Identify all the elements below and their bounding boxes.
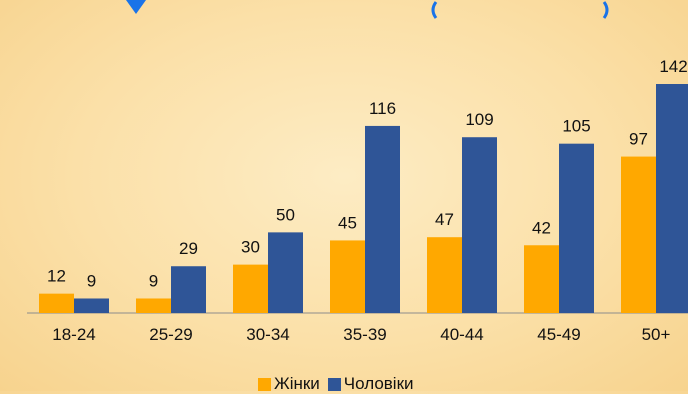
value-label-women-35-39: 45: [338, 213, 357, 232]
category-label-18-24: 18-24: [52, 325, 95, 344]
value-label-women-18-24: 12: [47, 267, 66, 286]
category-label-45-49: 45-49: [537, 325, 580, 344]
category-label-40-44: 40-44: [440, 325, 483, 344]
legend-label-men: Чоловіки: [343, 374, 414, 393]
value-label-women-40-44: 47: [435, 210, 454, 229]
value-label-women-50+: 97: [629, 130, 648, 149]
bar-men-35-39: [365, 125, 400, 313]
title-fragment-3: [602, 1, 609, 19]
value-label-women-45-49: 42: [532, 218, 551, 237]
value-label-men-25-29: 29: [179, 239, 198, 258]
value-label-men-30-34: 50: [276, 205, 295, 224]
bar-women-45-49: [524, 245, 559, 313]
legend-label-women: Жінки: [274, 374, 320, 393]
value-label-women-30-34: 30: [241, 238, 260, 257]
bar-women-30-34: [233, 264, 268, 313]
category-label-50+: 50+: [642, 325, 671, 344]
category-label-25-29: 25-29: [149, 325, 192, 344]
value-label-men-40-44: 109: [465, 110, 493, 129]
bar-men-50+: [656, 84, 688, 313]
bar-men-18-24: [74, 298, 109, 313]
value-label-men-18-24: 9: [87, 271, 96, 290]
value-label-women-25-29: 9: [149, 271, 158, 290]
bar-women-40-44: [427, 237, 462, 313]
legend-item-men: Чоловіки: [327, 374, 414, 394]
value-label-men-35-39: 116: [369, 99, 396, 118]
bar-men-30-34: [268, 232, 303, 313]
legend-item-women: Жінки: [258, 374, 320, 394]
bar-women-25-29: [136, 298, 171, 313]
bar-women-18-24: [39, 293, 74, 313]
bar-women-35-39: [330, 240, 365, 313]
category-label-30-34: 30-34: [246, 325, 289, 344]
category-label-35-39: 35-39: [343, 325, 386, 344]
bar-men-45-49: [559, 143, 594, 313]
bar-men-40-44: [462, 137, 497, 313]
legend: Жінки Чоловіки: [258, 374, 422, 394]
legend-swatch-men: [327, 377, 341, 391]
value-label-men-45-49: 105: [562, 117, 590, 136]
bar-women-50+: [621, 156, 656, 313]
bar-men-25-29: [171, 266, 206, 313]
title-fragment: [126, 0, 146, 14]
value-label-men-50+: 142: [659, 57, 687, 76]
title-fragment-2: [431, 1, 438, 19]
legend-swatch-women: [258, 377, 271, 391]
